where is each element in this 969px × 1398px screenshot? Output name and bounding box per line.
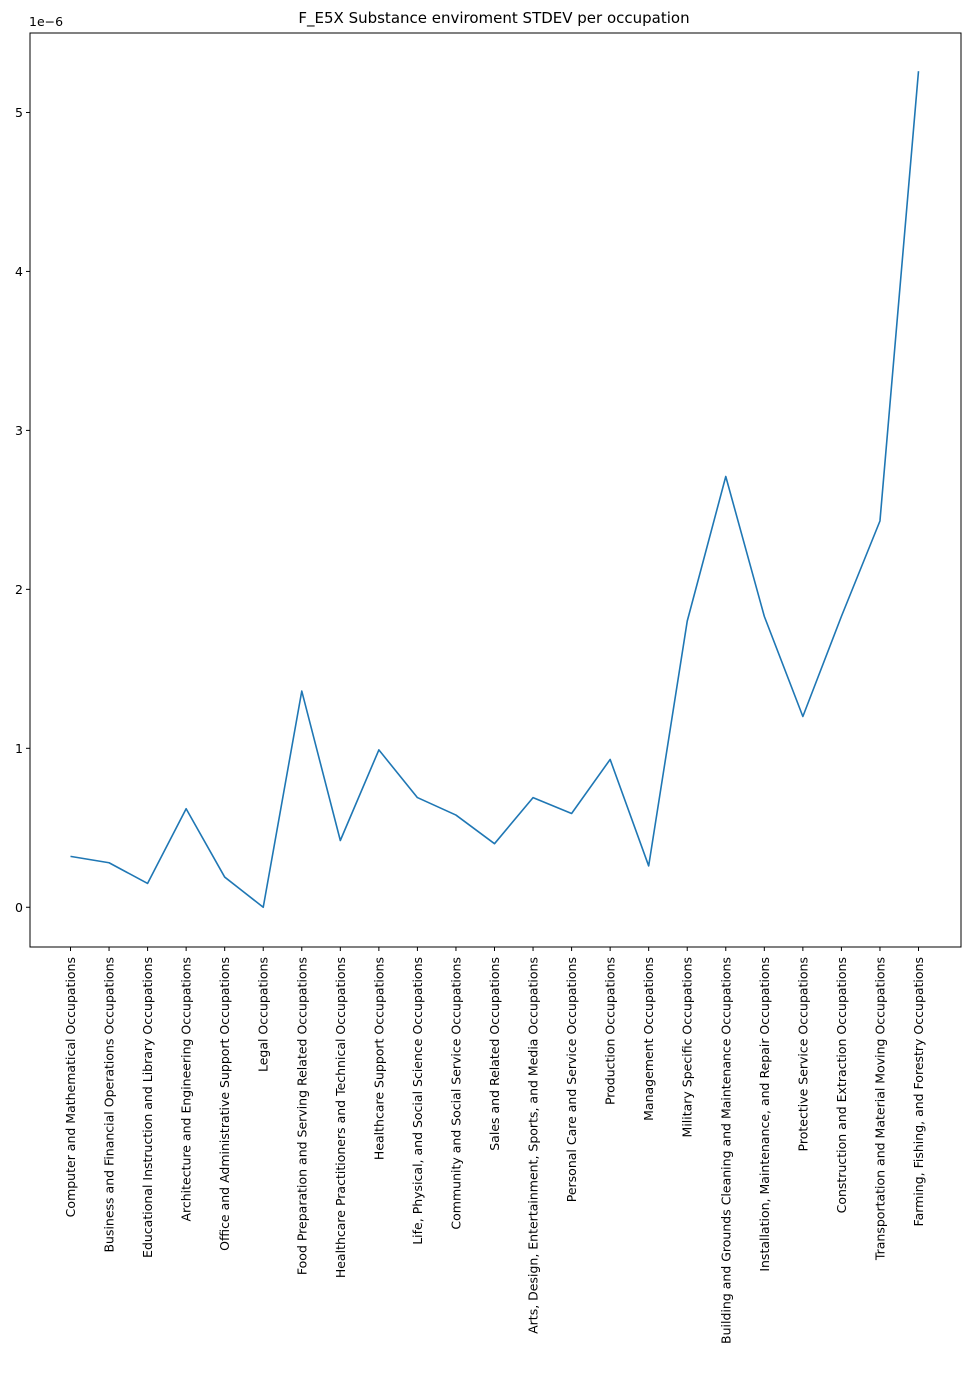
x-tick-label: Protective Service Occupations	[795, 957, 810, 1151]
x-tick-label: Computer and Mathematical Occupations	[63, 957, 78, 1217]
y-tick-label: 1	[15, 741, 23, 756]
y-tick-label: 0	[15, 900, 23, 915]
y-tick-label: 3	[15, 423, 23, 438]
x-tick-label: Installation, Maintenance, and Repair Oc…	[757, 957, 772, 1272]
x-tick-label: Architecture and Engineering Occupations	[179, 957, 194, 1222]
y-tick-label: 4	[15, 264, 23, 279]
x-tick-label: Building and Grounds Cleaning and Mainte…	[718, 957, 733, 1344]
x-tick-label: Management Occupations	[641, 957, 656, 1121]
x-tick-label: Life, Physical, and Social Science Occup…	[410, 957, 425, 1245]
y-axis: 0 1 2 3 4 5	[15, 105, 30, 915]
x-tick-label: Transportation and Material Moving Occup…	[872, 957, 887, 1261]
x-tick-label: Construction and Extraction Occupations	[834, 957, 849, 1213]
series-line	[70, 71, 920, 909]
x-tick-label: Production Occupations	[603, 957, 618, 1105]
series-group	[70, 71, 920, 909]
x-tick-label: Healthcare Practitioners and Technical O…	[333, 957, 348, 1278]
y-tick-label: 5	[15, 105, 23, 120]
x-tick-label: Farming, Fishing, and Forestry Occupatio…	[911, 957, 926, 1226]
x-tick-label: Office and Administrative Support Occupa…	[217, 957, 232, 1251]
x-tick-label: Personal Care and Service Occupations	[564, 957, 579, 1202]
plot-frame	[29, 32, 962, 948]
y-tick-label: 2	[15, 582, 23, 597]
x-tick-label: Healthcare Support Occupations	[371, 957, 386, 1160]
x-tick-label: Educational Instruction and Library Occu…	[140, 957, 155, 1258]
x-tick-label: Food Preparation and Serving Related Occ…	[294, 957, 309, 1275]
x-tick-label: Arts, Design, Entertainment, Sports, and…	[526, 957, 541, 1334]
x-axis: Computer and Mathematical Occupations Bus…	[63, 947, 926, 1344]
chart-title: F_E5X Substance enviroment STDEV per occ…	[298, 9, 689, 28]
y-axis-scale-label: 1e−6	[29, 14, 63, 29]
x-tick-label: Legal Occupations	[256, 957, 271, 1072]
x-tick-label: Business and Financial Operations Occupa…	[102, 957, 117, 1253]
x-tick-label: Military Specific Occupations	[680, 957, 695, 1137]
x-tick-label: Sales and Related Occupations	[487, 957, 502, 1151]
x-tick-label: Community and Social Service Occupations	[448, 957, 463, 1230]
